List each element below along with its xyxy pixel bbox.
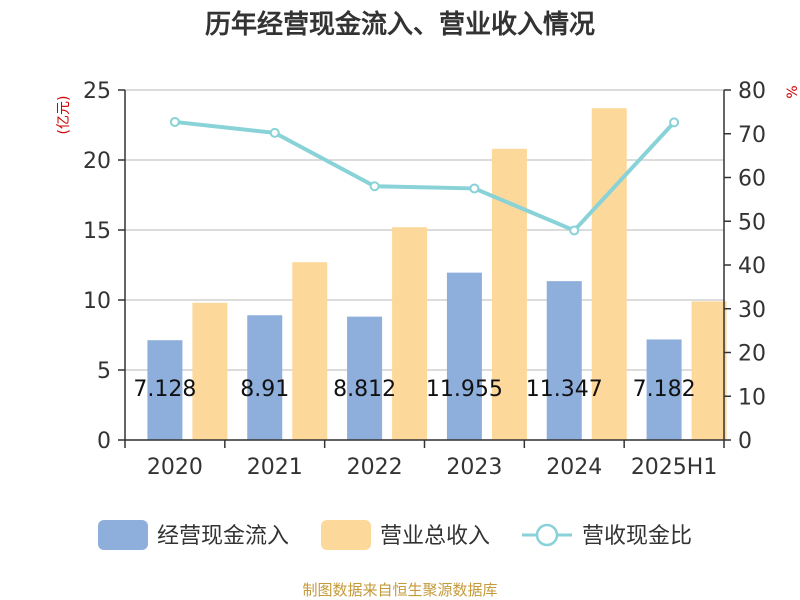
bars [147, 108, 727, 441]
legend-swatch-cash-inflow[interactable] [98, 520, 148, 550]
ratio-point [369, 181, 380, 192]
left-axis-unit: (亿元) [56, 96, 72, 135]
cash-inflow-value-label: 7.182 [633, 377, 696, 402]
revenue-bar [192, 302, 228, 440]
legend-label-cash-inflow[interactable]: 经营现金流入 [157, 524, 289, 549]
revenue-bar [691, 301, 727, 440]
chart-title: 历年经营现金流入、营业收入情况 [205, 9, 595, 40]
ratio-point [669, 117, 680, 128]
cash-inflow-bar [147, 340, 183, 440]
x-tick-label: 2024 [546, 455, 602, 480]
cash-inflow-bar [247, 315, 283, 440]
right-tick-label: 80 [738, 79, 766, 104]
ratio-line [169, 116, 680, 236]
legend-label-ratio[interactable]: 营收现金比 [582, 524, 692, 549]
cash-inflow-value-label: 8.91 [240, 377, 289, 402]
left-tick-label: 25 [83, 79, 111, 104]
source-note: 制图数据来自恒生聚源数据库 [302, 581, 497, 599]
right-tick-label: 70 [738, 123, 766, 148]
left-tick-label: 15 [83, 219, 111, 244]
revenue-bar [292, 262, 328, 440]
right-axis-unit: % [785, 85, 800, 98]
x-tick-label: 2025H1 [631, 455, 718, 480]
ratio-point [169, 116, 180, 127]
cash-inflow-bar [546, 281, 582, 440]
ratio-point [569, 225, 580, 236]
right-tick-label: 20 [738, 342, 766, 367]
right-tick-label: 10 [738, 385, 766, 410]
cash-inflow-bar [446, 272, 482, 440]
x-tick-label: 2021 [247, 455, 303, 480]
left-tick-label: 0 [97, 429, 111, 454]
cash-inflow-value-label: 11.347 [526, 377, 603, 402]
right-tick-label: 0 [738, 429, 752, 454]
cash-inflow-value-label: 8.812 [333, 377, 396, 402]
revenue-bar [591, 108, 627, 440]
revenue-bar [392, 227, 428, 440]
cash-inflow-bar [646, 339, 682, 440]
left-tick-label: 20 [83, 149, 111, 174]
legend-swatch-ratio-marker[interactable] [535, 523, 559, 547]
ratio-line-path [174, 119, 676, 233]
axes: 0 5 10 15 20 25 0 10 20 30 40 50 60 70 80 2020 2021 2022 2… [83, 79, 766, 480]
ratio-point [469, 183, 480, 194]
ratio-point [269, 127, 280, 138]
left-tick-label: 5 [97, 359, 111, 384]
right-tick-label: 30 [738, 298, 766, 323]
right-tick-label: 50 [738, 210, 766, 235]
right-tick-label: 40 [738, 254, 766, 279]
legend[interactable]: 经营现金流入 营业总收入 营收现金比 [98, 520, 692, 550]
cash-inflow-value-label: 7.128 [133, 377, 196, 402]
left-tick-label: 10 [83, 289, 111, 314]
x-tick-label: 2022 [347, 455, 403, 480]
cash-inflow-bar [347, 316, 383, 440]
legend-swatch-revenue[interactable] [321, 520, 371, 550]
right-tick-label: 60 [738, 167, 766, 192]
cash-inflow-value-label: 11.955 [426, 377, 503, 402]
x-tick-label: 2023 [446, 455, 502, 480]
legend-label-revenue[interactable]: 营业总收入 [380, 524, 490, 549]
x-tick-label: 2020 [147, 455, 203, 480]
data-labels: 7.128 8.91 8.812 11.955 11.347 7.182 [133, 377, 695, 402]
